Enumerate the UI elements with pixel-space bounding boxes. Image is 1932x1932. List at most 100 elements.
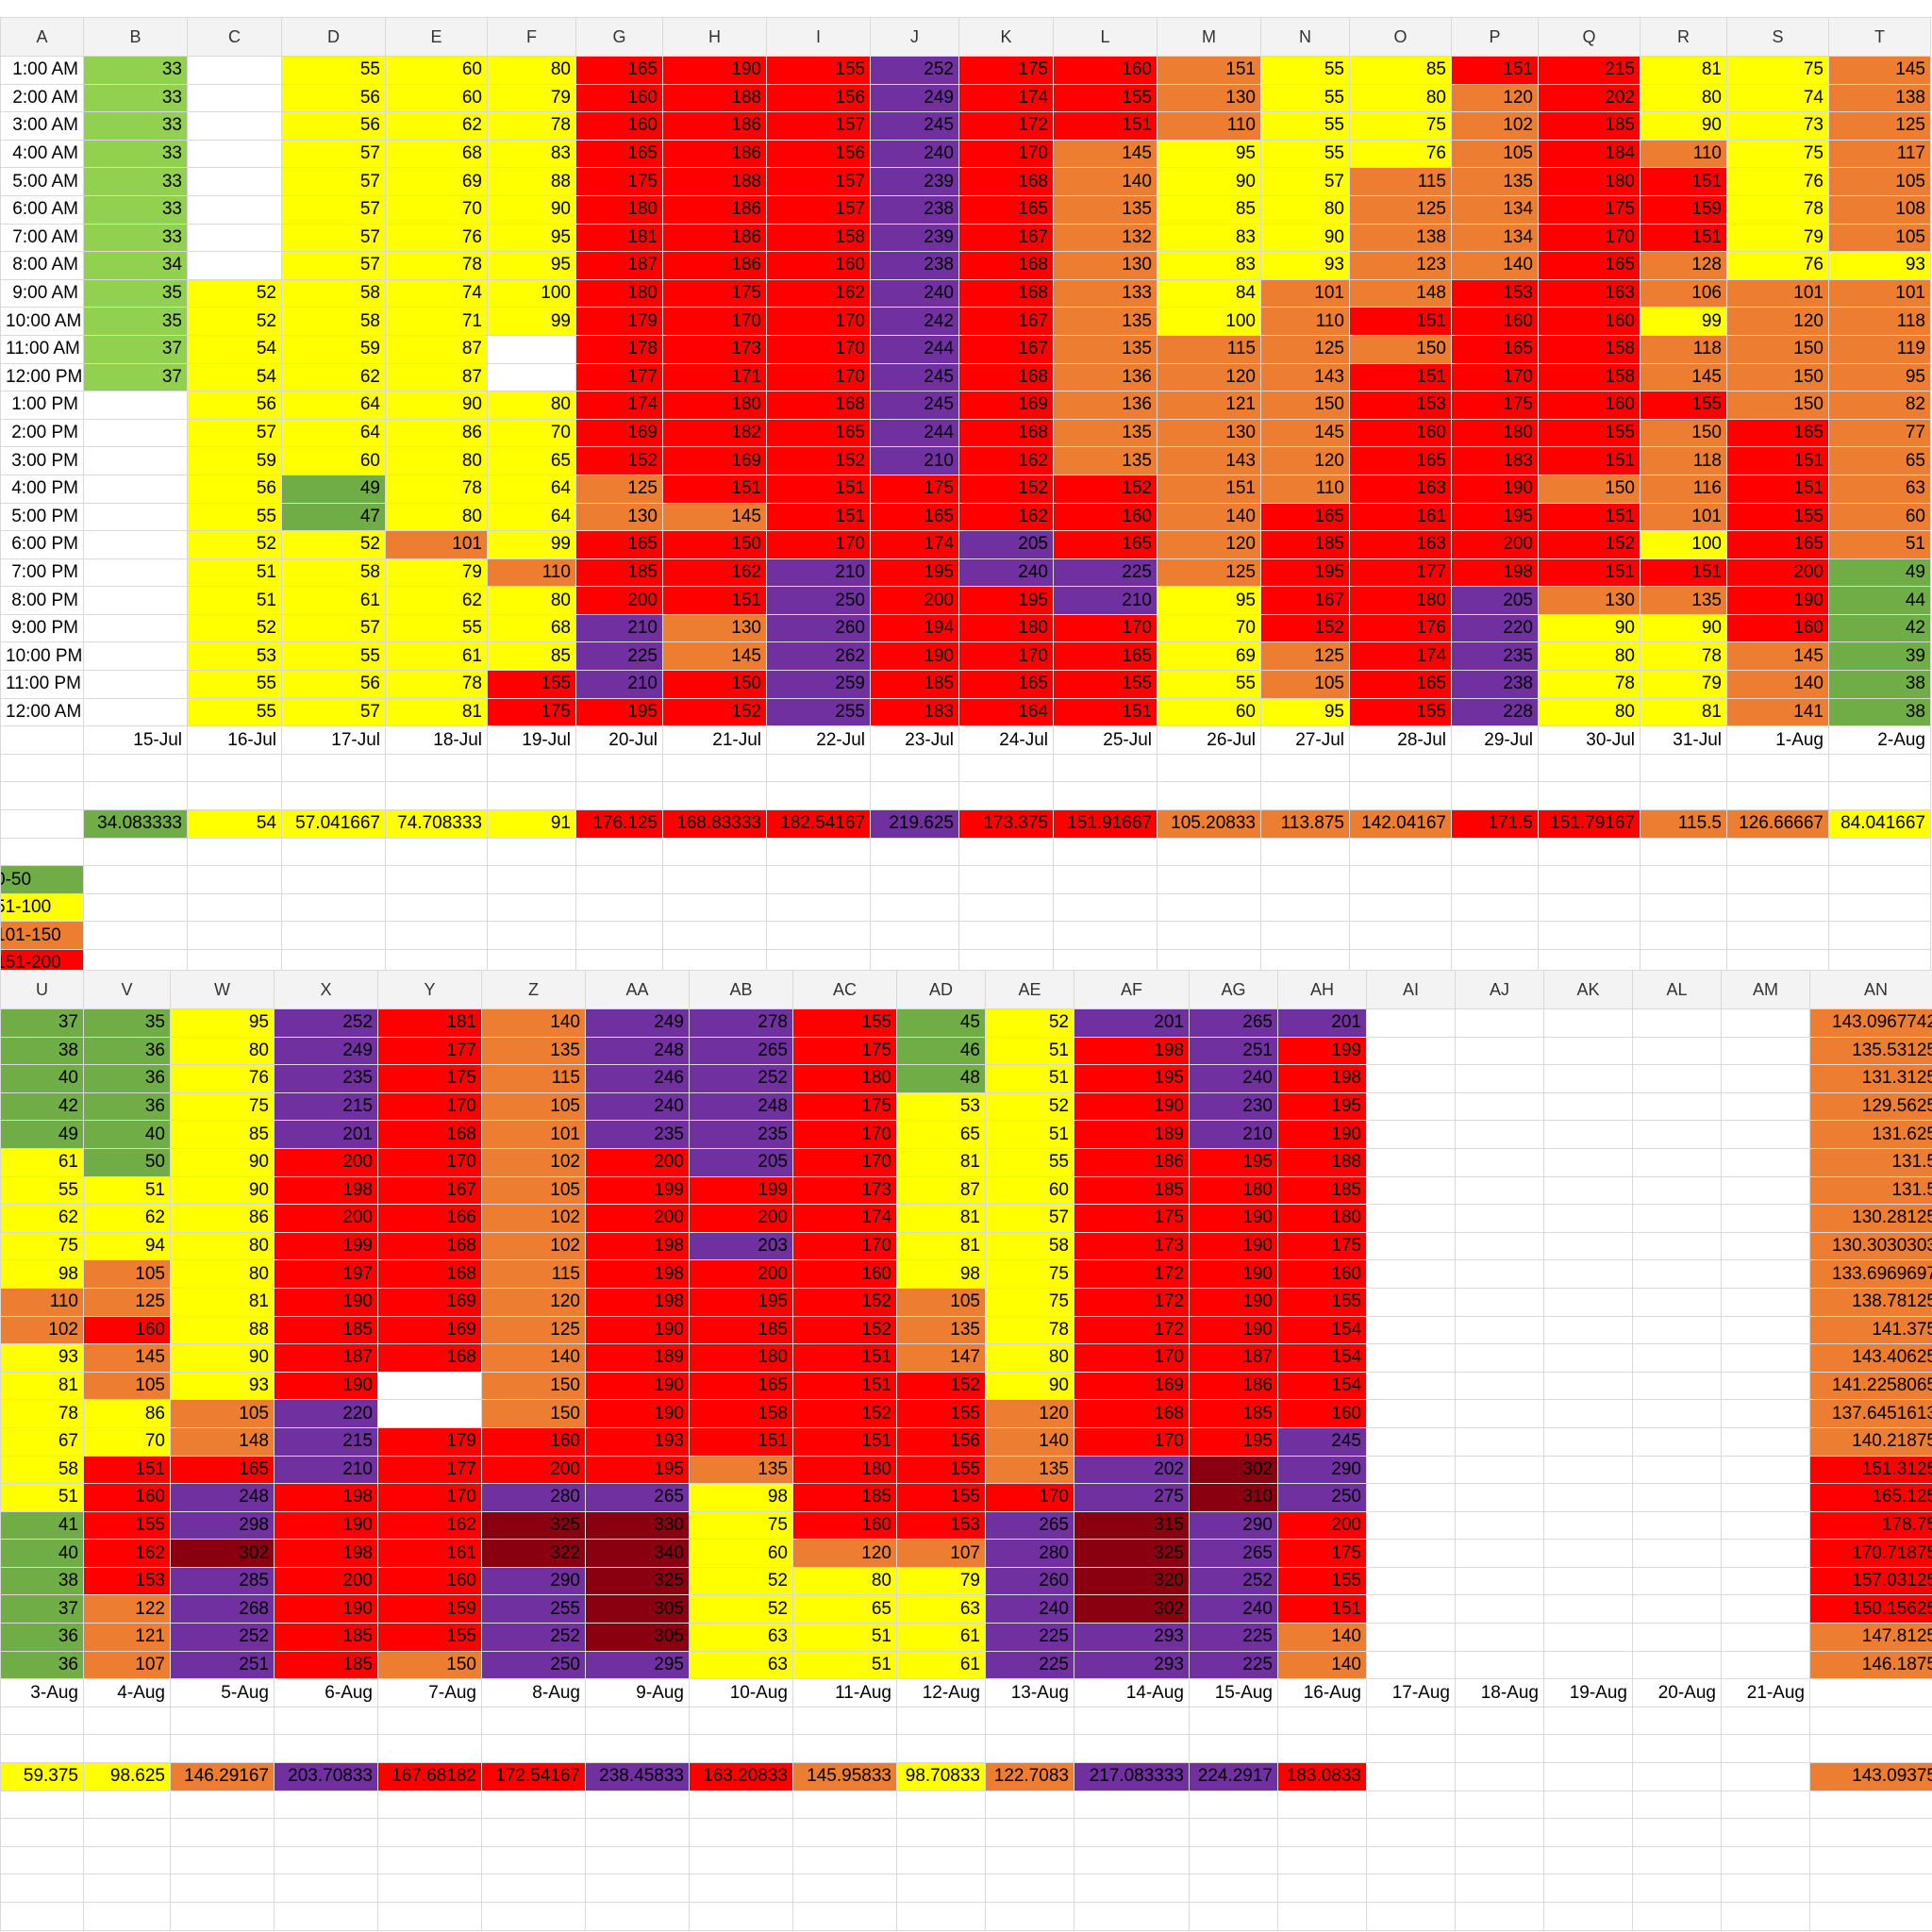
value-cell[interactable]: 86 [170,1204,275,1233]
value-cell[interactable]: 168 [958,278,1054,308]
value-cell[interactable]: 36 [83,1064,171,1093]
column-header-v[interactable]: V [83,970,171,1009]
empty-cell[interactable] [1366,1734,1456,1764]
average-cell[interactable]: 182.54167 [766,809,871,839]
value-cell[interactable]: 115 [481,1064,586,1093]
empty-cell[interactable] [187,837,282,867]
value-cell[interactable]: 62 [83,1204,171,1233]
value-cell[interactable] [1455,1399,1544,1428]
value-cell[interactable]: 151 [1726,446,1829,475]
value-cell[interactable]: 177 [1349,558,1452,588]
value-cell[interactable]: 58 [281,278,386,308]
value-cell[interactable]: 63 [689,1623,793,1652]
value-cell[interactable]: 69 [385,167,488,196]
time-label-cell[interactable]: 12:00 AM [0,697,84,727]
date-cell[interactable] [1809,1678,1932,1707]
value-cell[interactable]: 115 [481,1259,586,1289]
value-cell[interactable]: 240 [585,1091,690,1122]
value-cell[interactable]: 87 [385,362,488,392]
empty-cell[interactable] [1828,837,1931,867]
value-cell[interactable] [187,83,282,113]
time-label-cell[interactable]: 6:00 AM [0,194,84,225]
value-cell[interactable]: 174 [870,530,959,559]
column-header-x[interactable]: X [274,970,378,1009]
value-cell[interactable] [1366,1566,1456,1596]
empty-cell[interactable] [1053,781,1158,811]
value-cell[interactable]: 230 [1189,1091,1278,1122]
value-cell[interactable]: 200 [689,1204,793,1233]
value-cell[interactable]: 140 [1726,670,1829,699]
value-cell[interactable]: 152 [896,1371,986,1401]
value-cell[interactable]: 55 [187,670,282,699]
empty-cell[interactable] [689,1874,793,1903]
value-cell[interactable]: 58 [281,307,386,336]
empty-cell[interactable] [0,725,84,755]
value-cell[interactable]: 150 [1726,334,1829,364]
value-cell[interactable]: 55 [1260,111,1350,141]
value-cell[interactable]: 33 [83,111,188,141]
empty-cell[interactable] [575,921,663,950]
value-cell[interactable]: 74 [1726,83,1829,113]
value-cell[interactable]: 70 [83,1426,171,1457]
empty-cell[interactable] [83,1706,171,1736]
value-cell[interactable]: 78 [385,251,488,280]
empty-cell[interactable] [1726,753,1829,783]
value-cell[interactable]: 293 [1074,1623,1190,1652]
empty-cell[interactable] [1809,1845,1932,1875]
date-cell[interactable]: 2-Aug [1828,725,1931,755]
empty-cell[interactable] [1053,892,1158,923]
column-header-y[interactable]: Y [377,970,482,1009]
value-cell[interactable]: 51 [792,1623,897,1652]
empty-cell[interactable] [1543,1818,1633,1847]
value-cell[interactable] [1543,1091,1633,1122]
value-cell[interactable]: 80 [792,1566,897,1596]
value-cell[interactable]: 155 [896,1483,986,1512]
value-cell[interactable] [83,558,188,588]
value-cell[interactable]: 120 [1157,362,1261,392]
time-label-cell[interactable]: 5:00 PM [0,502,84,532]
value-cell[interactable]: 180 [662,391,767,420]
date-cell[interactable]: 31-Jul [1640,725,1727,755]
value-cell[interactable]: 159 [377,1594,482,1624]
date-cell[interactable]: 23-Jul [870,725,959,755]
value-cell[interactable]: 245 [870,111,959,141]
value-cell[interactable]: 52 [985,1008,1074,1038]
empty-cell[interactable] [170,1706,275,1736]
time-label-cell[interactable]: 11:00 AM [0,334,84,364]
value-cell[interactable]: 181 [575,223,663,253]
value-cell[interactable]: 198 [274,1175,378,1206]
value-cell[interactable]: 249 [274,1036,378,1066]
value-cell[interactable]: 125 [1157,558,1261,588]
value-cell[interactable]: 245 [870,362,959,392]
value-cell[interactable]: 147.8125 [1809,1623,1932,1652]
value-cell[interactable]: 185 [689,1315,793,1345]
value-cell[interactable]: 201 [1074,1008,1190,1038]
value-cell[interactable]: 33 [83,223,188,253]
value-cell[interactable] [1721,1259,1810,1289]
value-cell[interactable]: 131.3125 [1809,1064,1932,1093]
value-cell[interactable]: 145 [83,1343,171,1373]
value-cell[interactable]: 195 [689,1287,793,1317]
value-cell[interactable]: 75 [0,1231,84,1261]
time-label-cell[interactable]: 4:00 PM [0,474,84,504]
value-cell[interactable]: 151 [1053,697,1158,727]
value-cell[interactable]: 132 [1053,223,1158,253]
value-cell[interactable]: 150 [1538,474,1641,504]
empty-cell[interactable] [689,1734,793,1764]
date-cell[interactable]: 19-Jul [487,725,576,755]
value-cell[interactable]: 151 [662,586,767,615]
column-header-n[interactable]: N [1260,17,1350,57]
value-cell[interactable]: 78 [985,1315,1074,1345]
value-cell[interactable]: 251 [170,1650,275,1680]
value-cell[interactable] [1543,1315,1633,1345]
empty-cell[interactable] [281,892,386,923]
average-cell[interactable] [1632,1762,1722,1791]
value-cell[interactable]: 107 [896,1539,986,1568]
empty-cell[interactable] [870,781,959,811]
date-cell[interactable]: 16-Jul [187,725,282,755]
average-cell[interactable]: 34.083333 [83,809,188,839]
value-cell[interactable]: 157 [766,167,871,196]
empty-cell[interactable] [487,837,576,867]
value-cell[interactable]: 74 [385,278,488,308]
value-cell[interactable]: 155 [487,670,576,699]
